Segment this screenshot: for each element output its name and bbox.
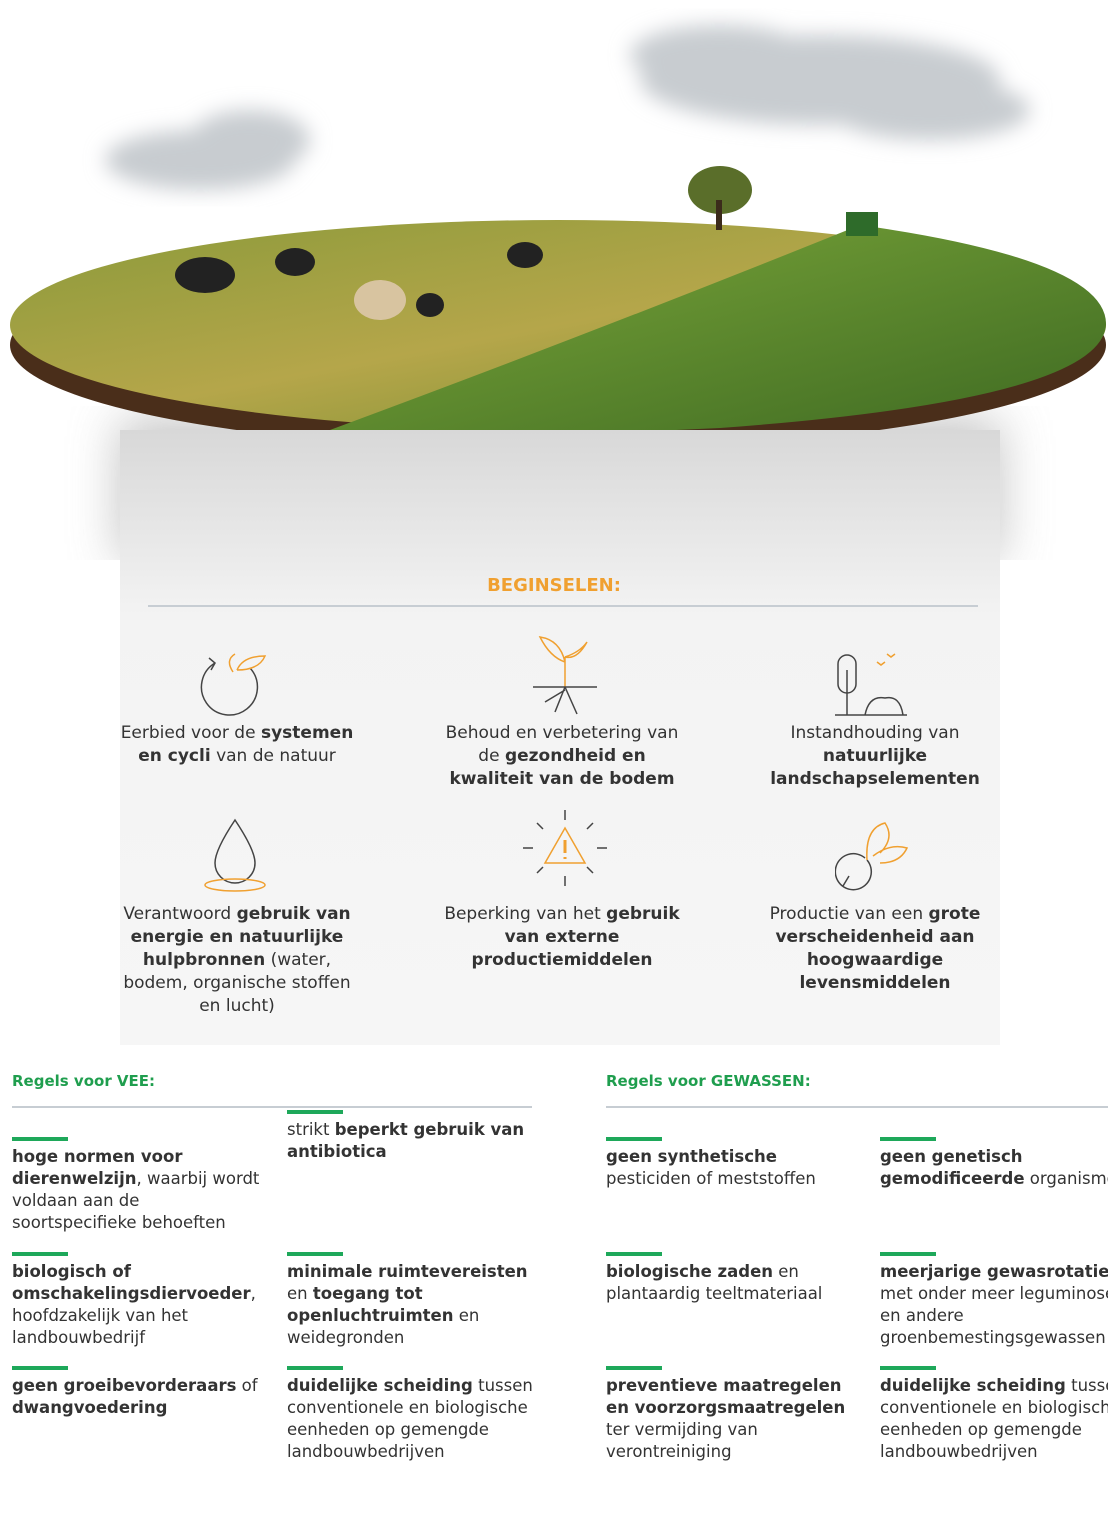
rule-text: strikt beperkt gebruik van antibiotica [287,1119,537,1163]
text-run: Eerbied voor de [121,723,261,743]
rule-marker [12,1366,68,1370]
bold-text: geen groeibevorderaars [12,1376,236,1395]
principle-text: Behoud en verbetering van de gezondheid … [437,722,687,791]
rule-text: duidelijke scheiding tussen conventionel… [287,1375,537,1463]
bold-text: biologische zaden [606,1262,773,1281]
rule-text: meerjarige gewasrotatie, met onder meer … [880,1261,1108,1349]
text-run: organismen [1025,1169,1108,1188]
text-run: Beperking van het [444,904,606,924]
rule-text: geen genetisch gemodificeerde organismen [880,1146,1108,1190]
rule-text: hoge normen voor dierenwelzijn, waarbij … [12,1146,262,1234]
principle-text: Verantwoord gebruik van energie en natuu… [112,903,362,1018]
divider [148,605,978,607]
rule-marker [287,1366,343,1370]
livestock-title: Regels voor VEE: [12,1072,155,1090]
rule-marker [287,1110,343,1114]
beet-icon [835,818,915,893]
rule-marker [12,1252,68,1256]
text-run: of [236,1376,257,1395]
rule-marker [880,1137,936,1141]
rule-text: duidelijke scheiding tussen conventionel… [880,1375,1108,1463]
bold-text: duidelijke scheiding [880,1376,1066,1395]
rule-marker [880,1366,936,1370]
bold-text: meerjarige gewasrotatie [880,1262,1108,1281]
divider [606,1106,1108,1108]
warning-icon [515,808,615,888]
bold-text: toegang tot openluchtruimten [287,1284,453,1325]
rule-marker [606,1366,662,1370]
principle-text: Beperking van het gebruik van externe pr… [437,903,687,972]
text-run: ter vermijding van verontreiniging [606,1420,758,1461]
rule-marker [880,1252,936,1256]
rule-text: preventieve maatregelen en voorzorgsmaat… [606,1375,856,1463]
bold-text: minimale ruimtevereisten [287,1262,528,1281]
cycle-icon [195,648,275,718]
bold-text: dwangvoedering [12,1398,167,1417]
principles-title: BEGINSELEN: [0,575,1108,596]
crops-title: Regels voor GEWASSEN: [606,1072,811,1090]
text-run: van de natuur [211,746,336,766]
rule-marker [287,1252,343,1256]
text-run: Instandhouding van [791,723,960,743]
rule-text: geen groeibevorderaars of dwangvoedering [12,1375,262,1419]
rule-text: geen synthetische pesticiden of meststof… [606,1146,856,1190]
rule-text: minimale ruimtevereisten en toegang tot … [287,1261,537,1349]
divider [12,1106,532,1108]
page: BEGINSELEN: Regels voor VEE: Regels voor… [0,0,1108,1535]
rule-marker [606,1252,662,1256]
soil-icon [525,632,605,722]
rule-text: biologisch of omschakelingsdiervoeder, h… [12,1261,262,1349]
principle-text: Productie van een grote verscheidenheid … [750,903,1000,995]
landscape-icon [835,650,915,720]
text-run: Verantwoord [123,904,236,924]
bold-text: geen synthetische [606,1147,777,1166]
text-run: en [287,1284,313,1303]
text-run: strikt [287,1120,335,1139]
principle-text: Instandhouding van natuurlijke landschap… [750,722,1000,791]
text-run: Productie van een [770,904,929,924]
text-run: pesticiden of meststoffen [606,1169,816,1188]
bold-text: biologisch of omschakelingsdiervoeder [12,1262,251,1303]
bold-text: natuurlijke landschapselementen [770,746,980,789]
rule-marker [12,1137,68,1141]
bold-text: preventieve maatregelen en voorzorgsmaat… [606,1376,845,1417]
water-icon [200,815,270,895]
rule-marker [606,1137,662,1141]
bold-text: duidelijke scheiding [287,1376,473,1395]
bold-text: geen genetisch gemodificeerde [880,1147,1025,1188]
principle-text: Eerbied voor de systemen en cycli van de… [112,722,362,768]
rule-text: biologische zaden en plantaardig teeltma… [606,1261,856,1305]
